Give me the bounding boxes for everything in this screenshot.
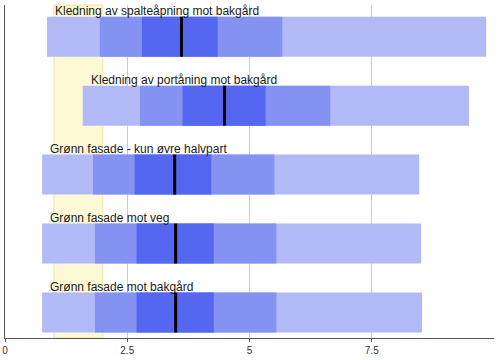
svg-text:7.5: 7.5 <box>365 345 379 356</box>
svg-text:0: 0 <box>2 345 8 356</box>
svg-text:5: 5 <box>247 345 253 356</box>
svg-text:2.5: 2.5 <box>120 345 134 356</box>
svg-text:Kledning av portåning mot bakg: Kledning av portåning mot bakgård <box>91 73 277 87</box>
svg-text:Grønn fasade mot bakgård: Grønn fasade mot bakgård <box>50 280 193 294</box>
svg-text:Kledning av spalteåpning mot b: Kledning av spalteåpning mot bakgård <box>55 4 259 18</box>
svg-text:Grønn fasade mot veg: Grønn fasade mot veg <box>50 211 169 225</box>
svg-text:Grønn fasade - kun øvre halvpa: Grønn fasade - kun øvre halvpart <box>50 142 227 156</box>
